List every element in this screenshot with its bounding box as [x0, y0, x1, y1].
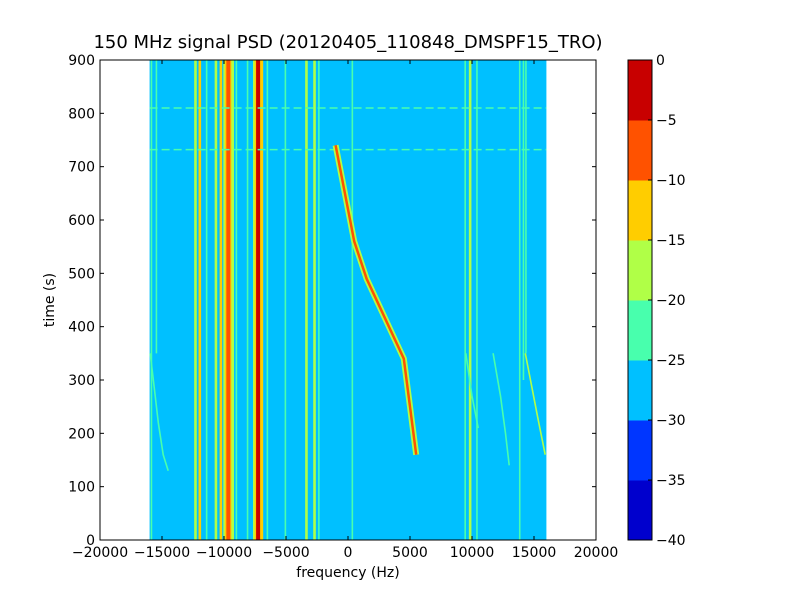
- chart-title: 150 MHz signal PSD (20120405_110848_DMSP…: [93, 32, 602, 53]
- colorbar: −40 −35 −30 −25 −20 −15 −10 −5 0: [627, 53, 686, 549]
- y-tick-label: 800: [68, 106, 95, 122]
- x-tick-label: −20000: [72, 545, 128, 561]
- colorbar-tick-label: −25: [656, 353, 686, 369]
- colorbar-tick-label: −20: [656, 293, 686, 309]
- colorbar-tick-label: −30: [656, 413, 686, 429]
- x-tick-label: 15000: [512, 545, 557, 561]
- x-tick-label: −15000: [134, 545, 190, 561]
- y-tick-label: 400: [68, 320, 95, 336]
- psd-trace-4: [524, 353, 546, 455]
- plot-area: [99, 59, 597, 541]
- x-tick-label: 5000: [392, 545, 428, 561]
- colorbar-segment: [628, 180, 652, 241]
- y-tick-label: 600: [68, 213, 95, 229]
- colorbar-tick-label: −5: [656, 113, 677, 129]
- x-tick-label: −10000: [196, 545, 252, 561]
- psd-trace-3: [492, 353, 510, 466]
- y-tick-label: 900: [68, 53, 95, 69]
- y-tick-label: 0: [86, 533, 95, 549]
- colorbar-tick-label: −10: [656, 173, 686, 189]
- colorbar-tick-label: −40: [656, 533, 686, 549]
- x-tick-label: 0: [344, 545, 353, 561]
- psd-trace-0: [334, 145, 418, 455]
- x-tick-label: 20000: [574, 545, 619, 561]
- y-axis: 0 100 200 300 400 500 600 700 800 900: [68, 53, 596, 549]
- colorbar-segment: [628, 480, 652, 541]
- heatmap-background-field: [149, 60, 547, 540]
- y-tick-label: 100: [68, 480, 95, 496]
- x-axis: −20000 −15000 −10000 −5000 0 5000 10000 15000 20…: [72, 60, 618, 561]
- colorbar-tick-label: −35: [656, 473, 686, 489]
- y-axis-label: time (s): [42, 273, 58, 327]
- colorbar-tick-label: −15: [656, 233, 686, 249]
- y-tick-label: 500: [68, 266, 95, 282]
- x-tick-label: 10000: [450, 545, 495, 561]
- y-tick-label: 300: [68, 373, 95, 389]
- psd-trace-1: [149, 353, 169, 471]
- y-tick-label: 700: [68, 160, 95, 176]
- colorbar-segment: [628, 120, 652, 181]
- colorbar-segment: [628, 360, 652, 421]
- y-tick-label: 200: [68, 426, 95, 442]
- colorbar-segment: [628, 300, 652, 361]
- colorbar-segment: [628, 240, 652, 301]
- x-tick-label: −5000: [262, 545, 309, 561]
- colorbar-segment: [628, 60, 652, 121]
- colorbar-tick-label: 0: [656, 53, 665, 69]
- colorbar-segment: [628, 420, 652, 481]
- heatmap-layer: [149, 60, 547, 540]
- psd-trace-2: [465, 353, 479, 429]
- x-axis-label: frequency (Hz): [296, 565, 399, 581]
